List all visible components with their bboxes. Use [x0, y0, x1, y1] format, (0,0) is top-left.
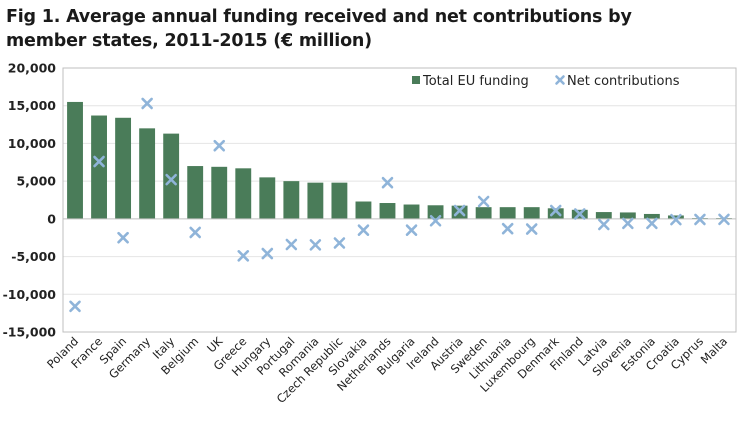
marker-net-contributions — [213, 139, 226, 152]
bar-series — [67, 101, 732, 219]
marker-net-contributions — [694, 213, 706, 226]
bar-total-eu-funding — [211, 166, 228, 219]
chart-title-line-2: member states, 2011-2015 (€ million) — [6, 31, 372, 51]
marker-net-contributions — [477, 195, 490, 208]
bar-total-eu-funding — [499, 207, 516, 219]
y-tick-label: -10,000 — [3, 287, 57, 302]
legend-swatch-net-contributions — [555, 75, 565, 85]
marker-net-contributions — [381, 176, 394, 189]
marker-net-contributions — [549, 204, 562, 217]
y-tick-label: 15,000 — [8, 98, 57, 113]
marker-net-contributions — [189, 226, 201, 239]
marker-net-contributions — [285, 238, 298, 251]
bar-total-eu-funding — [91, 115, 107, 219]
marker-net-contributions — [718, 213, 730, 226]
bar-total-eu-funding — [643, 213, 660, 219]
marker-net-contributions — [165, 173, 177, 186]
marker-net-contributions — [93, 155, 105, 168]
bar-total-eu-funding — [139, 128, 156, 219]
bar-total-eu-funding — [619, 212, 636, 219]
chart-title: Fig 1. Average annual funding received a… — [6, 5, 632, 53]
x-tick-label: Malta — [698, 334, 730, 366]
bar-total-eu-funding — [259, 177, 276, 219]
marker-net-contributions — [117, 231, 129, 244]
marker-net-contributions — [429, 214, 442, 227]
y-tick-label: -15,000 — [3, 325, 57, 340]
bar-total-eu-funding — [235, 168, 252, 219]
plot-area-frame — [62, 67, 737, 333]
marker-net-contributions — [237, 250, 250, 262]
bar-total-eu-funding — [67, 101, 83, 219]
chart-title-line-1: Fig 1. Average annual funding received a… — [6, 7, 632, 27]
legend-label-total-eu-funding: Total EU funding — [422, 74, 529, 89]
marker-net-contributions — [525, 223, 538, 235]
marker-net-contributions — [670, 213, 682, 226]
marker-net-contributions — [309, 239, 322, 251]
marker-series — [69, 97, 730, 313]
y-tick-label: 0 — [47, 211, 56, 226]
y-axis-ticks: 20,000 15,000 10,000 5,000 0 -5,000 -10,000 -15… — [3, 61, 57, 340]
bar-total-eu-funding — [331, 182, 348, 219]
bar-total-eu-funding — [475, 207, 492, 219]
y-tick-label: 20,000 — [8, 61, 57, 76]
bar-total-eu-funding — [187, 166, 204, 219]
marker-net-contributions — [622, 217, 634, 230]
bar-total-eu-funding — [595, 212, 612, 219]
bar-total-eu-funding — [115, 117, 132, 219]
y-tick-label: -5,000 — [11, 249, 56, 264]
marker-net-contributions — [598, 218, 610, 231]
marker-net-contributions — [357, 224, 370, 236]
bar-total-eu-funding — [379, 203, 396, 219]
marker-net-contributions — [646, 217, 658, 230]
y-tick-label: 10,000 — [8, 136, 57, 151]
legend-swatch-total-eu-funding — [412, 76, 420, 84]
marker-net-contributions — [573, 208, 586, 220]
marker-net-contributions — [69, 300, 81, 313]
bar-total-eu-funding — [163, 133, 180, 219]
bar-total-eu-funding — [307, 182, 324, 219]
y-tick-label: 5,000 — [16, 174, 56, 189]
bar-total-eu-funding — [403, 204, 420, 219]
marker-net-contributions — [453, 204, 466, 217]
legend-label-net-contributions: Net contributions — [567, 74, 680, 89]
bar-total-eu-funding — [355, 201, 372, 219]
marker-net-contributions — [261, 247, 274, 260]
marker-net-contributions — [333, 237, 346, 249]
marker-net-contributions — [141, 97, 153, 110]
legend: Total EU funding Net contributions — [412, 74, 680, 89]
marker-net-contributions — [501, 222, 514, 235]
bar-total-eu-funding — [547, 208, 564, 219]
bar-total-eu-funding — [523, 207, 540, 219]
marker-net-contributions — [405, 224, 418, 236]
bar-total-eu-funding — [283, 181, 300, 219]
bar-total-eu-funding — [667, 215, 684, 219]
legend-marker-x — [555, 75, 565, 85]
